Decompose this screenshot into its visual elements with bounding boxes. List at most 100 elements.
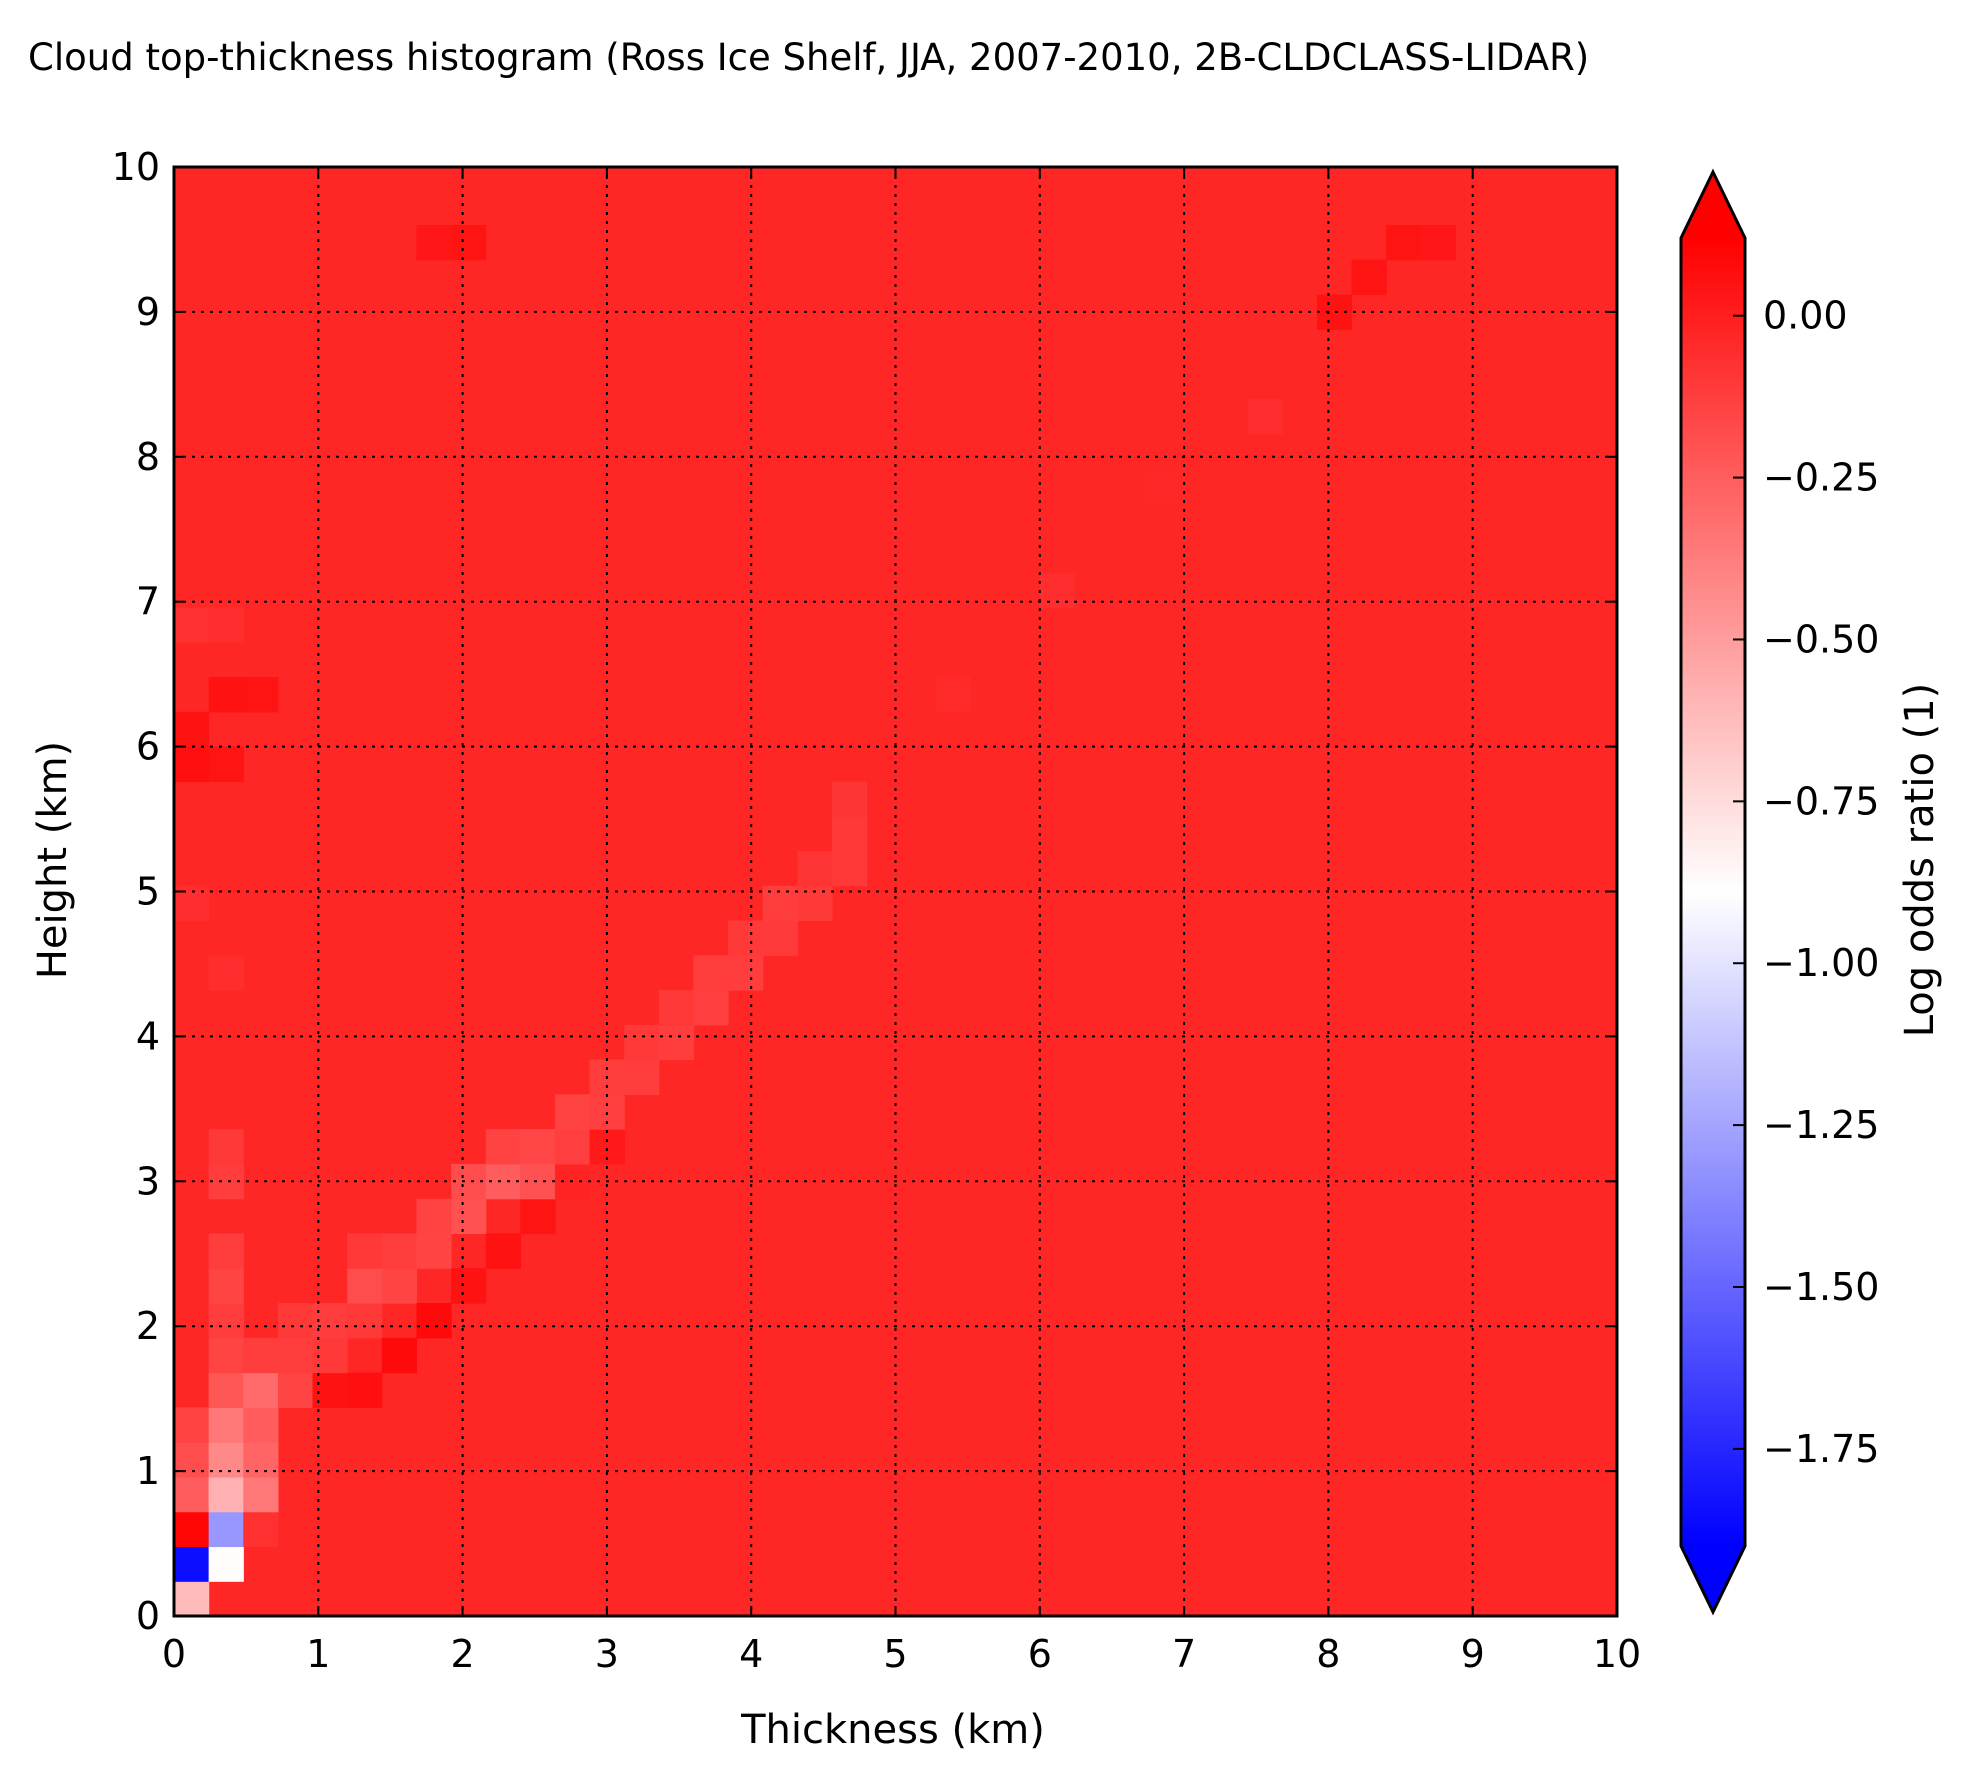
heatmap-cell [658, 990, 695, 1026]
heatmap-cell [208, 607, 244, 643]
x-axis-label: Thickness (km) [740, 1707, 1045, 1753]
heatmap-cell [381, 1268, 418, 1304]
x-tick-label: 3 [595, 1632, 619, 1676]
heatmap-cell [208, 1268, 244, 1304]
grid-lines [174, 167, 1617, 1616]
heatmap-cell [658, 1024, 695, 1061]
heatmap-cell [520, 1129, 556, 1165]
heatmap-cell [832, 850, 868, 887]
heatmap-cell [174, 1476, 210, 1513]
heatmap-cell [1351, 259, 1387, 296]
x-tick-label: 4 [739, 1632, 763, 1676]
heatmap-cell [1039, 572, 1076, 609]
heatmap-cell [554, 1094, 591, 1130]
heatmap-cell [277, 1372, 314, 1408]
x-tick-label: 5 [883, 1632, 907, 1676]
heatmap-cell [208, 1233, 244, 1269]
heatmap-cell [208, 955, 244, 991]
heatmap-cell [243, 1337, 279, 1374]
chart-title: Cloud top-thickness histogram (Ross Ice … [28, 36, 1589, 79]
colorbar-ticks: 0.00 −0.25 −0.50 −0.75 −1.00 −1.25 −1.50 −1.75 [1733, 294, 1879, 1471]
colorbar-extend-min [1681, 1546, 1745, 1612]
heatmap-cell [381, 1233, 418, 1269]
y-axis-label: Height (km) [30, 741, 76, 979]
heatmap-cell [416, 1198, 452, 1235]
heatmap-cell [451, 1268, 487, 1304]
heatmap-cell [208, 1442, 244, 1478]
y-tick-label: 0 [136, 1594, 160, 1638]
colorbar-extend-max [1681, 172, 1745, 238]
x-tick-label: 9 [1461, 1632, 1485, 1676]
heatmap-cell [624, 1024, 660, 1061]
heatmap-cell [243, 677, 279, 713]
heatmap-cell [243, 1442, 279, 1478]
heatmap-cell [451, 1198, 487, 1235]
colorbar [1679, 168, 1747, 1616]
heatmap-cell [416, 1303, 452, 1339]
heatmap-cells [174, 224, 1456, 1617]
heatmap-cell [381, 1337, 418, 1374]
y-axis-ticks: 0 1 2 3 4 5 6 7 8 9 10 [112, 145, 1617, 1638]
heatmap-cell [935, 677, 972, 713]
heatmap-cell [277, 1303, 314, 1339]
heatmap-cell [208, 746, 244, 782]
heatmap-cell [174, 1581, 210, 1617]
heatmap-cell [416, 224, 452, 261]
x-tick-label: 7 [1172, 1632, 1196, 1676]
heatmap-cell [1420, 224, 1456, 261]
colorbar-gradient [1681, 238, 1745, 1546]
colorbar-tick-label: −1.00 [1763, 941, 1879, 985]
heatmap-cell [485, 1129, 521, 1165]
colorbar-tick-label: −1.25 [1763, 1103, 1879, 1147]
heatmap-cell [1386, 224, 1422, 261]
heatmap-cell [208, 1407, 244, 1443]
heatmap-cell [277, 1337, 314, 1374]
heatmap-cell [797, 850, 833, 887]
colorbar-tick-label: 0.00 [1763, 294, 1848, 338]
colorbar-tick-label: −1.75 [1763, 1427, 1879, 1471]
x-tick-label: 10 [1593, 1632, 1641, 1676]
x-tick-label: 8 [1316, 1632, 1340, 1676]
heatmap-cell [243, 1407, 279, 1443]
x-axis-ticks: 0 1 2 3 4 5 6 7 8 9 10 [162, 167, 1641, 1676]
heatmap-cell [728, 920, 764, 956]
x-tick-label: 1 [306, 1632, 330, 1676]
heatmap-cell [208, 1372, 244, 1408]
colorbar-tick-label: −1.50 [1763, 1265, 1879, 1309]
x-tick-label: 0 [162, 1632, 186, 1676]
heatmap-cell [520, 1198, 556, 1235]
heatmap-cell [208, 1546, 244, 1582]
heatmap-cell [174, 1442, 210, 1478]
heatmap-cell [1143, 468, 1179, 504]
colorbar-label: Log odds ratio (1) [1897, 683, 1943, 1038]
heatmap-cell [208, 1476, 244, 1513]
heatmap-cell [347, 1372, 383, 1408]
heatmap-cell [347, 1303, 383, 1339]
heatmap-cell [693, 990, 729, 1026]
colorbar-outline [1679, 168, 1747, 1616]
y-tick-label: 1 [136, 1449, 160, 1493]
y-tick-label: 10 [112, 145, 160, 189]
heatmap-cell [243, 1372, 279, 1408]
x-tick-label: 2 [451, 1632, 475, 1676]
heatmap-cell [624, 1059, 660, 1095]
heatmap-cell [451, 224, 487, 261]
heatmap-cell [485, 1233, 521, 1269]
colorbar-tick-label: −0.75 [1763, 779, 1879, 823]
heatmap-cell [174, 711, 210, 748]
y-tick-label: 4 [136, 1014, 160, 1058]
heatmap-cell [832, 781, 868, 817]
heatmap-cell [243, 1476, 279, 1513]
heatmap-cell [174, 1511, 210, 1548]
y-tick-label: 8 [136, 435, 160, 479]
heatmap-cell [174, 1407, 210, 1443]
colorbar-tick-label: −0.25 [1763, 456, 1879, 500]
heatmap-cell [174, 607, 210, 643]
heatmap-cell [174, 1546, 210, 1582]
heatmap-cell [347, 1233, 383, 1269]
colorbar-tick-label: −0.50 [1763, 617, 1879, 661]
heatmap-cell [416, 1233, 452, 1269]
heatmap-cell [728, 955, 764, 991]
y-tick-label: 9 [136, 290, 160, 334]
